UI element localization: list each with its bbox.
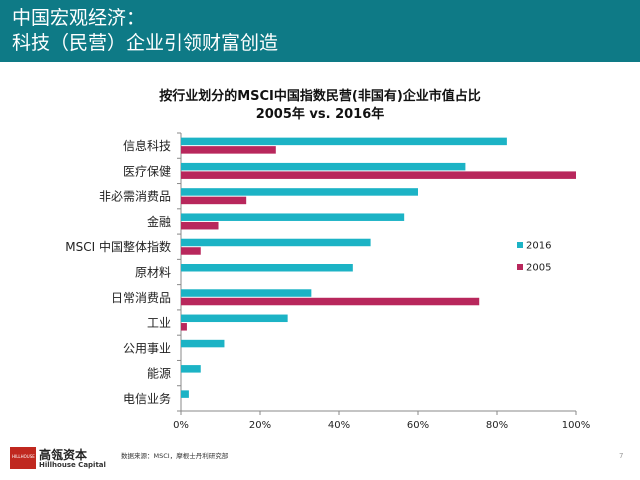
bar-2005-7 (181, 323, 187, 331)
legend-label: 2005 (526, 263, 551, 274)
header-divider (0, 62, 640, 64)
bar-2016-0 (181, 137, 507, 146)
brand-subtitle: Hillhouse Capital (39, 461, 106, 469)
bar-2005-6 (181, 297, 480, 306)
bar-2016-6 (181, 289, 312, 297)
x-tick-label: 0% (173, 420, 189, 431)
bar-2016-8 (181, 339, 225, 348)
category-label: 医疗保健 (123, 164, 171, 178)
chart-title: 按行业划分的MSCI中国指数民营(非国有)企业市值占比 (159, 89, 481, 104)
category-label: 金融 (147, 214, 171, 229)
bar-2016-7 (181, 314, 288, 323)
category-label: 电信业务 (123, 391, 171, 406)
bar-2005-0 (181, 146, 276, 154)
data-source-note: 数据来源：MSCI，摩根士丹利研究部 (121, 452, 229, 460)
brand-name: 高瓴资本 (39, 448, 88, 462)
chart-subtitle: 2005年 vs. 2016年 (255, 107, 385, 122)
page-number: 7 (619, 452, 624, 460)
bar-2016-5 (181, 264, 353, 272)
x-tick-label: 40% (328, 420, 350, 431)
x-tick-label: 100% (562, 420, 591, 431)
bar-2016-1 (181, 162, 466, 171)
bar-2016-9 (181, 365, 201, 373)
hillhouse-logo-icon: HILLHOUSE (10, 447, 36, 469)
bar-2005-2 (181, 196, 247, 205)
category-label: 工业 (147, 316, 171, 330)
legend-label: 2016 (526, 241, 551, 252)
category-label: 能源 (147, 367, 171, 381)
category-label: MSCI 中国整体指数 (65, 239, 171, 254)
x-tick-label: 20% (249, 420, 271, 431)
bar-2005-3 (181, 221, 219, 230)
slide-title-line2: 科技（民营）企业引领财富创造 (12, 32, 279, 54)
category-label: 非必需消费品 (99, 190, 171, 204)
bar-2005-1 (181, 171, 576, 179)
bar-2005-4 (181, 247, 201, 255)
category-label: 原材料 (135, 266, 171, 280)
legend-swatch-2005 (517, 264, 523, 270)
bar-2016-4 (181, 238, 371, 247)
legend-swatch-2016 (517, 242, 523, 248)
bar-2016-3 (181, 213, 405, 221)
x-tick-label: 60% (407, 420, 429, 431)
category-label: 日常消费品 (111, 291, 171, 305)
category-label: 公用事业 (123, 341, 171, 355)
bar-2016-10 (181, 390, 189, 398)
slide-title-line1: 中国宏观经济： (12, 7, 146, 29)
category-label: 信息科技 (123, 138, 171, 153)
x-tick-label: 80% (486, 420, 508, 431)
slide-header: 中国宏观经济： 科技（民营）企业引领财富创造 (0, 0, 640, 62)
bar-2016-2 (181, 188, 418, 196)
